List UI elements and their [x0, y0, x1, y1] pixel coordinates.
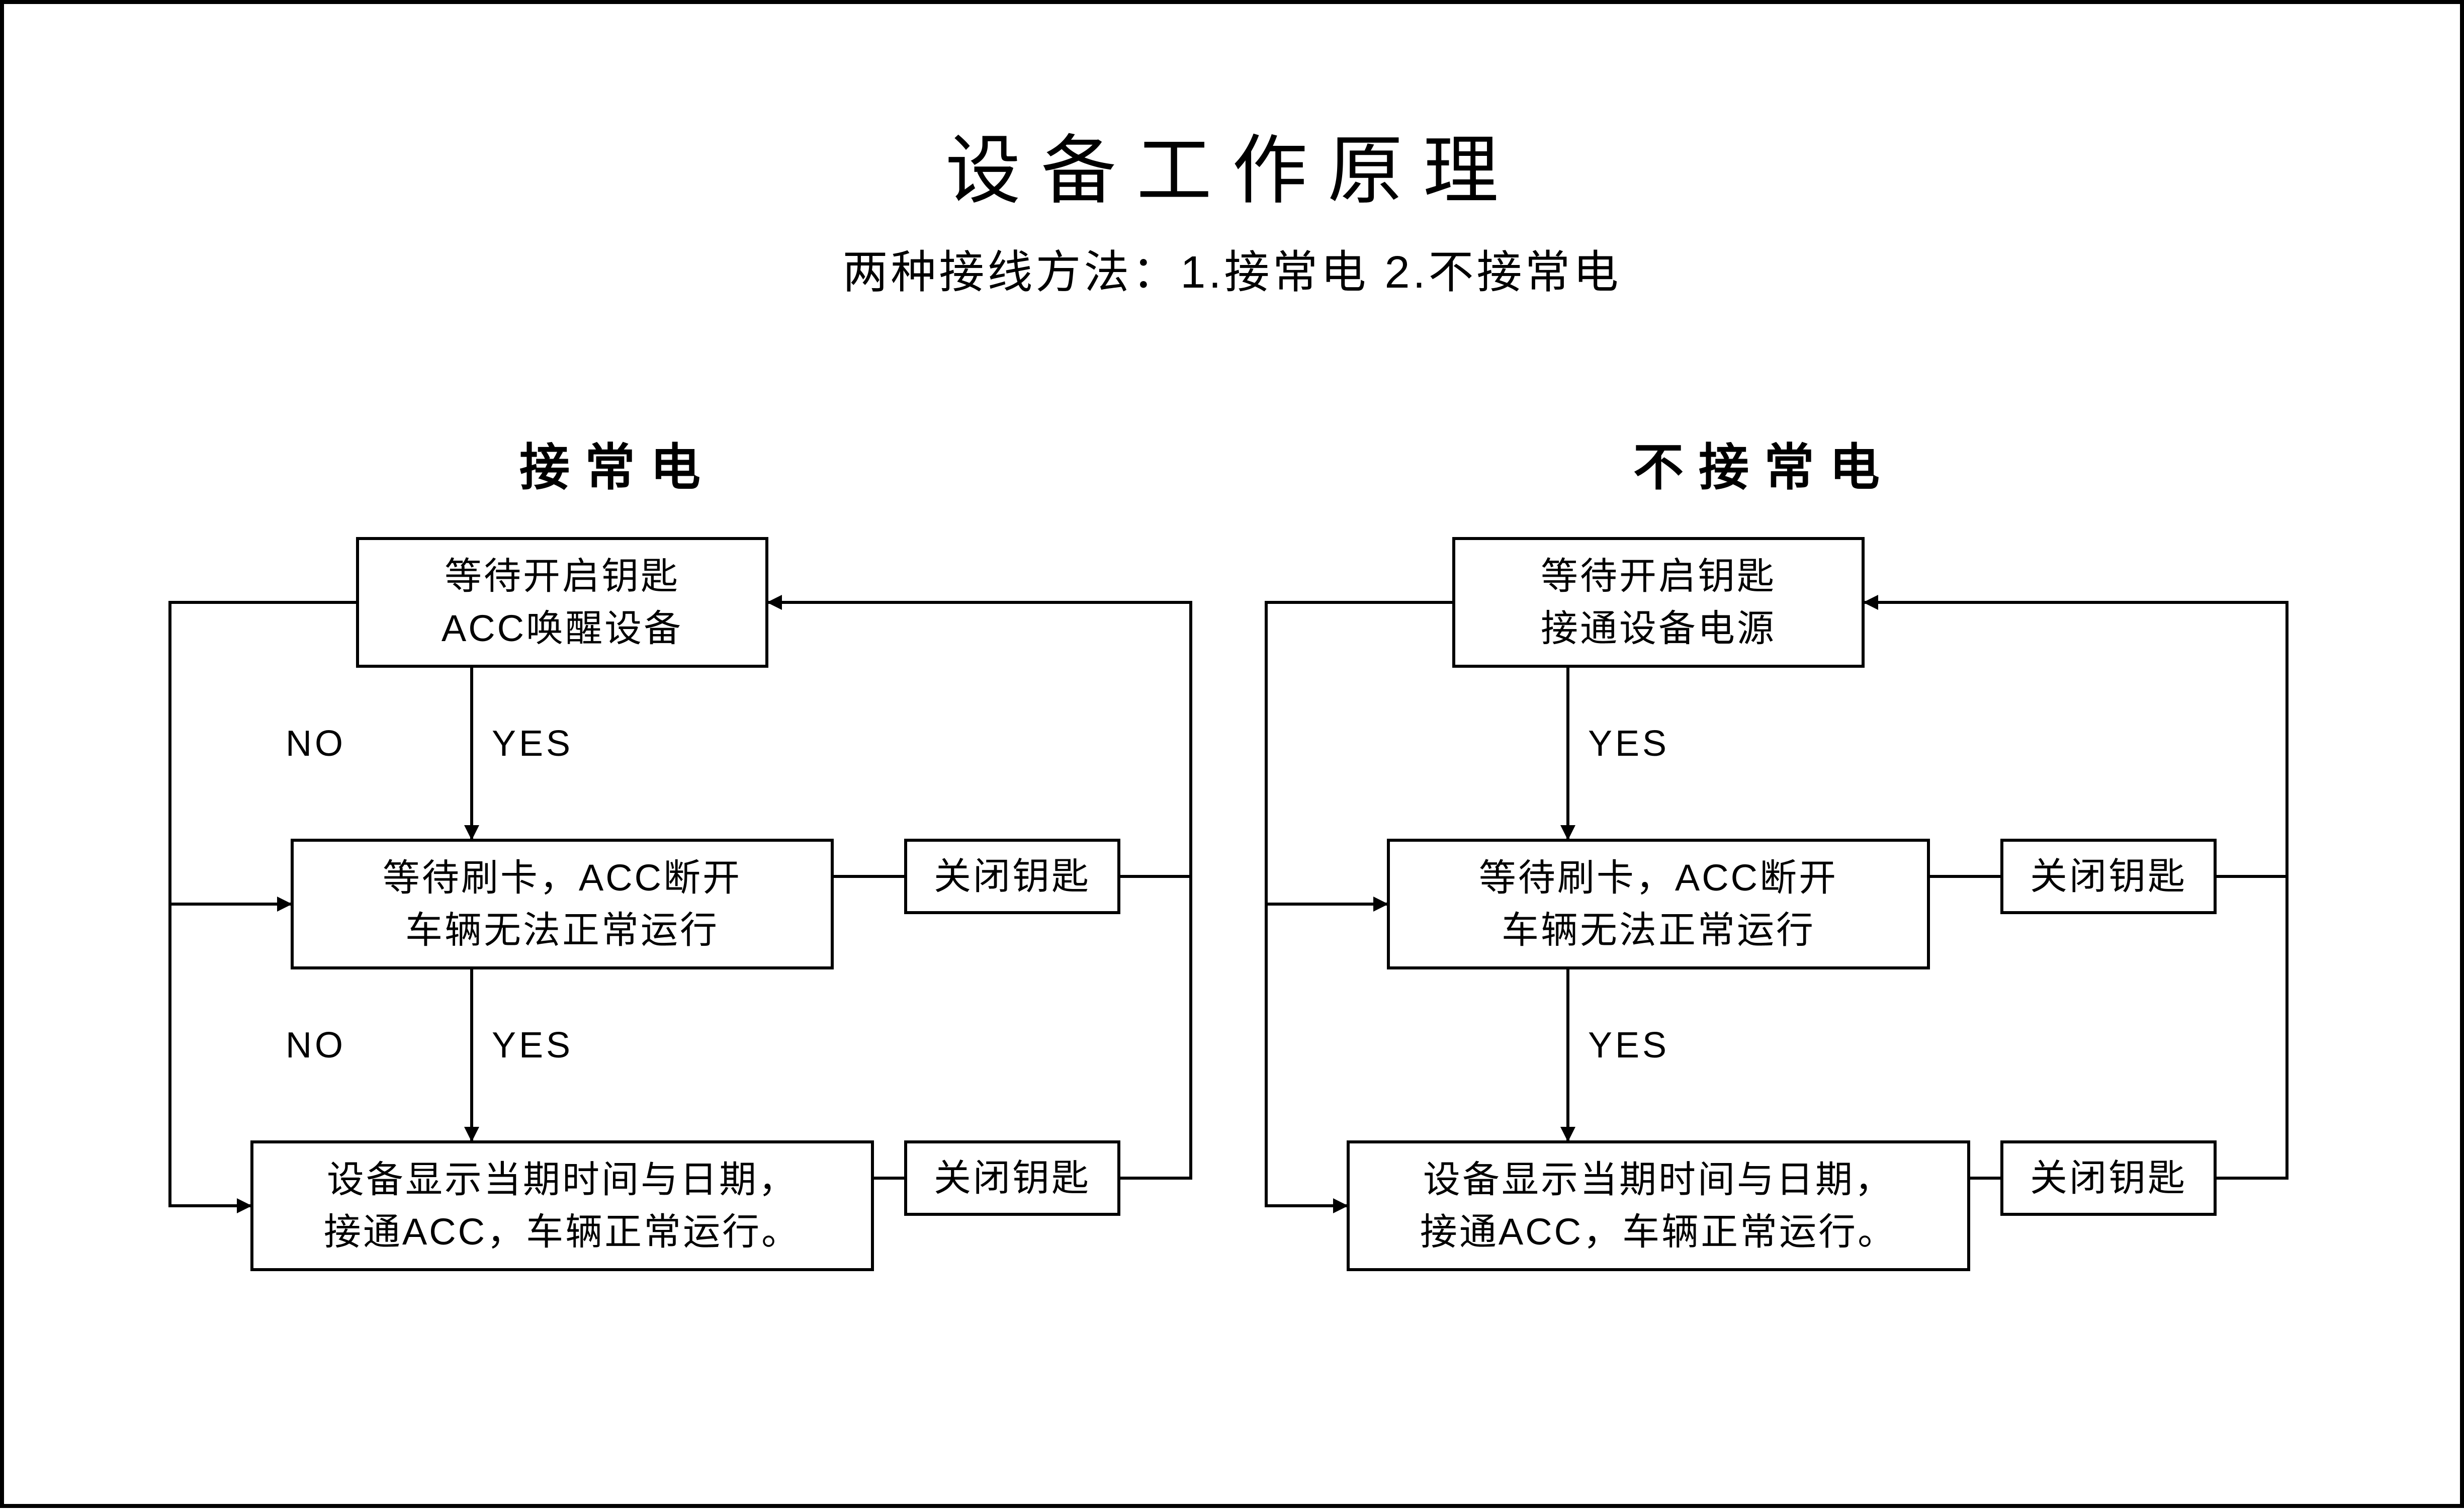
box-line: 设备显示当期时间与日期，: [327, 1153, 798, 1206]
box-line: 等待开启钥匙: [445, 550, 680, 602]
edge-label-no2: NO: [286, 1025, 346, 1066]
box-line: 关闭钥匙: [934, 1152, 1091, 1204]
right-node-1: 等待开启钥匙 接通设备电源: [1452, 537, 1865, 668]
box-line: 关闭钥匙: [2030, 1152, 2187, 1204]
right-closekey-1: 关闭钥匙: [2000, 839, 2217, 914]
box-line: 接通ACC，车辆正常运行。: [324, 1206, 801, 1258]
arrows-layer: [4, 4, 2464, 1512]
box-line: 设备显示当期时间与日期，: [1423, 1153, 1894, 1206]
section-heading-right: 不接常电: [1633, 426, 1895, 499]
edge-label-yes2r: YES: [1588, 1025, 1669, 1066]
box-line: 车辆无法正常运行: [1502, 904, 1815, 956]
box-line: 接通设备电源: [1541, 602, 1776, 655]
diagram-canvas: 设备工作原理 两种接线方法：1.接常电 2.不接常电 接常电 不接常电 等待开启…: [0, 0, 2464, 1508]
box-line: 车辆无法正常运行: [405, 904, 719, 956]
box-line: ACC唤醒设备: [442, 602, 683, 655]
left-node-1: 等待开启钥匙 ACC唤醒设备: [356, 537, 768, 668]
edge-label-yes1r: YES: [1588, 723, 1669, 764]
edge-label-yes2: YES: [492, 1025, 573, 1066]
left-closekey-1: 关闭钥匙: [904, 839, 1120, 914]
right-closekey-2: 关闭钥匙: [2000, 1140, 2217, 1216]
box-line: 关闭钥匙: [934, 850, 1091, 903]
edge-label-yes1: YES: [492, 723, 573, 764]
edge-k1-back: [1865, 602, 2287, 876]
edge-k2-back: [2217, 876, 2287, 1178]
page-subtitle: 两种接线方法：1.接常电 2.不接常电: [4, 235, 2460, 301]
box-line: 接通ACC，车辆正常运行。: [1420, 1206, 1897, 1258]
left-closekey-2: 关闭钥匙: [904, 1140, 1120, 1216]
section-heading-left: 接常电: [519, 426, 716, 499]
left-node-2: 等待刷卡，ACC断开 车辆无法正常运行: [291, 839, 834, 969]
box-line: 等待刷卡，ACC断开: [1479, 852, 1838, 904]
box-line: 等待刷卡，ACC断开: [383, 852, 742, 904]
box-line: 等待开启钥匙: [1541, 550, 1776, 602]
edge-label-no1: NO: [286, 723, 346, 764]
edge-k1-back: [768, 602, 1191, 876]
right-node-3: 设备显示当期时间与日期， 接通ACC，车辆正常运行。: [1347, 1140, 1970, 1271]
left-node-3: 设备显示当期时间与日期， 接通ACC，车辆正常运行。: [250, 1140, 874, 1271]
edge-k2-back: [1120, 876, 1191, 1178]
box-line: 关闭钥匙: [2030, 850, 2187, 903]
right-node-2: 等待刷卡，ACC断开 车辆无法正常运行: [1387, 839, 1930, 969]
page-title: 设备工作原理: [4, 110, 2460, 219]
